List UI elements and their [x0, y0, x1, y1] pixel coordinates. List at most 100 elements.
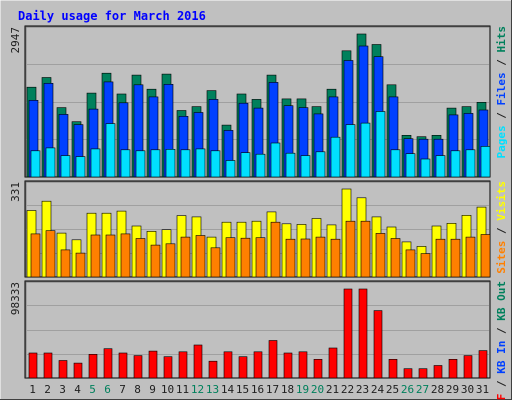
- bar-sites-day-29: [450, 238, 461, 278]
- bar-pages-day-21: [330, 136, 341, 178]
- bar-kb-f-day-8: [133, 355, 143, 379]
- x-tick-label-day-23: 23: [356, 383, 369, 396]
- x-tick-label-day-26: 26: [401, 383, 414, 396]
- bar-sites-day-3: [60, 249, 71, 278]
- bar-pages-day-28: [435, 155, 446, 178]
- bar-sites-day-7: [120, 233, 131, 278]
- x-tick-label-day-17: 17: [266, 383, 279, 396]
- x-tick-label-day-1: 1: [29, 383, 36, 396]
- bar-pages-day-24: [375, 111, 386, 178]
- bar-pages-day-11: [180, 149, 191, 178]
- panel-3: 98333: [9, 280, 491, 379]
- x-tick-label-day-8: 8: [134, 383, 141, 396]
- bar-sites-day-12: [195, 235, 206, 278]
- legend-entry: Sites: [495, 241, 508, 274]
- legend-middle: Sites / Visits: [495, 181, 508, 274]
- bar-sites-day-26: [405, 249, 416, 278]
- bar-pages-day-5: [90, 148, 101, 178]
- bar-sites-day-17: [270, 221, 281, 278]
- bar-kb-f-day-17: [268, 340, 278, 379]
- y-max-label: 2947: [9, 27, 22, 54]
- bar-kb-f-day-29: [448, 358, 458, 379]
- y-max-label: 331: [9, 182, 22, 202]
- x-tick-label-day-12: 12: [191, 383, 204, 396]
- x-tick-label-day-21: 21: [326, 383, 339, 396]
- bar-kb-f-day-13: [208, 360, 218, 379]
- legend-entry: Pages: [495, 125, 508, 158]
- bar-pages-day-17: [270, 142, 281, 178]
- bar-kb-f-day-3: [58, 360, 68, 379]
- x-tick-label-day-29: 29: [446, 383, 459, 396]
- bar-kb-f-day-21: [328, 347, 338, 379]
- x-tick-label-day-7: 7: [119, 383, 126, 396]
- bar-sites-day-5: [90, 234, 101, 278]
- bar-kb-f-day-15: [238, 356, 248, 379]
- bar-sites-day-8: [135, 238, 146, 278]
- bar-kb-f-day-9: [148, 350, 158, 379]
- legend-entry: KB In: [495, 341, 508, 374]
- bar-sites-day-11: [180, 236, 191, 278]
- legend-entry: /: [495, 106, 508, 126]
- bar-pages-day-20: [315, 151, 326, 178]
- x-tick-label-day-24: 24: [371, 383, 385, 396]
- bar-kb-f-day-26: [403, 368, 413, 379]
- bar-pages-day-14: [225, 160, 236, 178]
- bar-sites-day-31: [480, 234, 491, 278]
- legend-entry: /: [495, 321, 508, 341]
- bar-sites-day-19: [300, 238, 311, 278]
- bar-kb-f-day-16: [253, 351, 263, 379]
- legend-bottom: KB F / KB In / KB Out: [495, 281, 508, 400]
- bar-sites-day-30: [465, 236, 476, 278]
- bar-sites-day-15: [240, 237, 251, 278]
- legend-entry: KB F: [495, 394, 508, 400]
- bar-sites-day-23: [360, 220, 371, 278]
- x-tick-label-day-3: 3: [59, 383, 66, 396]
- bar-kb-f-day-23: [358, 288, 368, 379]
- x-tick-label-day-10: 10: [161, 383, 174, 396]
- bar-kb-f-day-30: [463, 355, 473, 379]
- x-tick-label-day-28: 28: [431, 383, 444, 396]
- x-tick-label-day-16: 16: [251, 383, 264, 396]
- x-tick-label-day-13: 13: [206, 383, 219, 396]
- bar-sites-day-6: [105, 234, 116, 278]
- bar-pages-day-13: [210, 150, 221, 178]
- bar-kb-f-day-27: [418, 368, 428, 379]
- bar-pages-day-10: [165, 149, 176, 178]
- legend-entry: Files: [495, 72, 508, 105]
- bar-pages-day-9: [150, 149, 161, 178]
- x-tick-label-day-25: 25: [386, 383, 399, 396]
- bar-kb-f-day-20: [313, 358, 323, 379]
- chart-title: Daily usage for March 2016: [18, 9, 206, 23]
- bar-pages-day-12: [195, 148, 206, 178]
- x-tick-label-day-18: 18: [281, 383, 294, 396]
- bar-sites-day-9: [150, 244, 161, 278]
- bar-sites-day-13: [210, 247, 221, 278]
- bar-kb-f-day-28: [433, 365, 443, 379]
- x-tick-label-day-5: 5: [89, 383, 96, 396]
- bar-kb-f-day-24: [373, 310, 383, 379]
- bar-pages-day-1: [30, 150, 41, 178]
- bar-pages-day-23: [360, 122, 371, 178]
- bar-pages-day-16: [255, 153, 266, 178]
- bar-pages-day-25: [390, 149, 401, 178]
- bar-sites-day-16: [255, 237, 266, 278]
- bar-kb-f-day-2: [43, 352, 53, 379]
- bar-sites-day-20: [315, 236, 326, 278]
- bar-kb-f-day-31: [478, 350, 488, 379]
- x-tick-label-day-2: 2: [44, 383, 51, 396]
- bar-kb-f-day-1: [28, 352, 38, 379]
- x-tick-label-day-15: 15: [236, 383, 249, 396]
- bar-sites-day-10: [165, 243, 176, 278]
- legend-entry: /: [495, 53, 508, 73]
- bar-kb-f-day-12: [193, 344, 203, 379]
- bar-pages-day-22: [345, 124, 356, 178]
- bar-kb-f-day-7: [118, 352, 128, 379]
- panel-2: 331: [9, 180, 491, 278]
- x-tick-label-day-30: 30: [461, 383, 474, 396]
- legend-entry: /: [495, 221, 508, 241]
- y-max-label: 98333: [9, 282, 22, 315]
- bar-sites-day-22: [345, 220, 356, 278]
- bar-sites-day-18: [285, 238, 296, 278]
- bar-kb-f-day-6: [103, 348, 113, 379]
